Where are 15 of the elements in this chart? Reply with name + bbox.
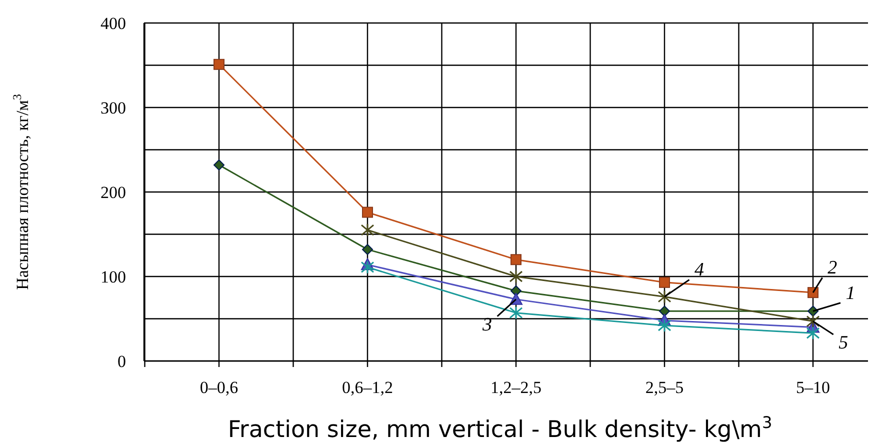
annotation: 5 [838, 332, 848, 354]
x-tick-label: 2,5–5 [645, 378, 684, 397]
y-tick-label: 0 [118, 352, 126, 371]
y-tick-label: 100 [100, 267, 126, 286]
annotation: 4 [694, 260, 704, 281]
x-tick-label: 1,2–2,5 [490, 378, 542, 397]
annotation: 1 [846, 282, 856, 304]
y-tick-label: 400 [100, 14, 126, 33]
x-tick-label: 0–0,6 [200, 378, 238, 397]
x-axis-title: Fraction size, mm vertical - Bulk density- kg\m$^{3}$ [228, 412, 772, 443]
x-tick-label: 0,6–1,2 [342, 378, 393, 397]
y-tick-label: 200 [100, 182, 126, 202]
annotation: 2 [828, 258, 838, 279]
y-tick-label: 300 [100, 98, 126, 118]
x-tick-label: 5–10 [796, 378, 830, 397]
